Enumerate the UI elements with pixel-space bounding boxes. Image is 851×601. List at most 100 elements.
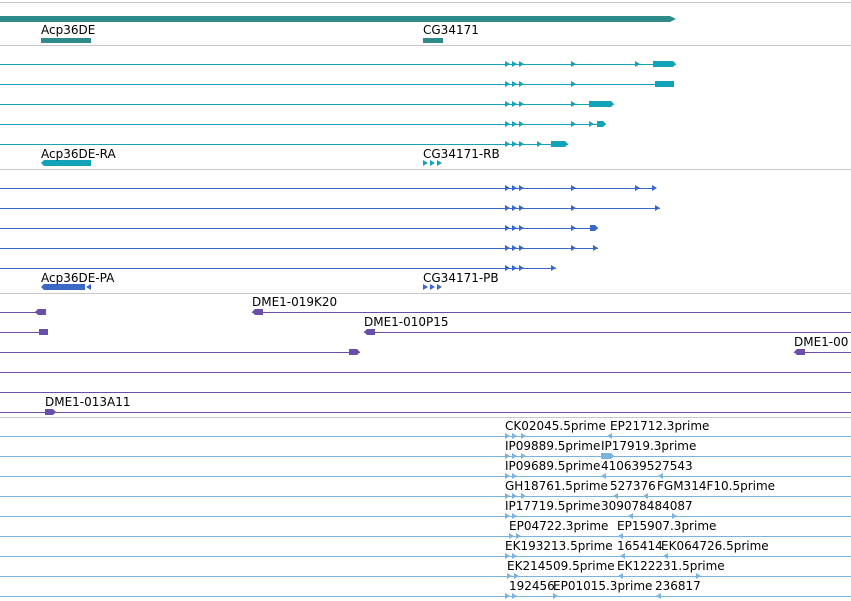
strand-arrow-right-icon (512, 593, 517, 599)
strand-arrow-right-icon (512, 433, 517, 439)
clone-label-dme1-019k20[interactable]: DME1-019K20 (252, 295, 338, 309)
est-label[interactable]: FGM314F10.5prime (657, 479, 776, 493)
strand-arrow-right-icon (571, 81, 576, 87)
strand-arrow-right-icon (505, 225, 510, 231)
est-label[interactable]: GH18761.5prime (505, 479, 608, 493)
strand-arrow-right-icon (505, 141, 510, 147)
est-label[interactable]: IP17919.3prime (601, 439, 697, 453)
exon-box-right (590, 225, 598, 231)
clone-label-dme1-00[interactable]: DME1-00 (794, 335, 849, 349)
strand-arrow-right-icon (519, 185, 524, 191)
strand-arrow-left-icon (86, 284, 91, 290)
gene-cg34171-glyph (423, 38, 443, 43)
strand-arrow-right-icon (519, 61, 524, 67)
est-label[interactable]: 165414 (617, 539, 663, 553)
strand-arrow-right-icon (553, 593, 558, 599)
strand-arrow-right-icon (519, 81, 524, 87)
exon-box-left (35, 309, 46, 315)
strand-arrow-right-icon (430, 160, 435, 166)
est-label[interactable]: EK064726.5prime (661, 539, 769, 553)
strand-arrow-right-icon (672, 513, 677, 519)
strand-arrow-left-icon (628, 513, 633, 519)
est-label[interactable]: 410639527543 (601, 459, 693, 473)
est-label[interactable]: EP04722.3prime (509, 519, 609, 533)
strand-arrow-left-icon (663, 553, 668, 559)
feature-lines (0, 64, 851, 597)
strand-arrow-right-icon (505, 245, 510, 251)
est-label[interactable]: EP21712.3prime (610, 419, 710, 433)
strand-arrow-left-icon (658, 473, 663, 479)
est-label[interactable]: IP09889.5prime (505, 439, 601, 453)
strand-arrow-right-icon (512, 265, 517, 271)
strand-arrow-left-icon (620, 553, 625, 559)
est-label[interactable]: EP15907.3prime (617, 519, 717, 533)
est-label[interactable]: 309078484087 (601, 499, 693, 513)
est-label[interactable]: 192456 (509, 579, 555, 593)
strand-arrow-left-icon (643, 493, 648, 499)
strand-arrow-right-icon (571, 225, 576, 231)
strand-arrow-right-icon (537, 141, 542, 147)
strand-arrow-right-icon (635, 185, 640, 191)
strand-arrow-right-icon (519, 245, 524, 251)
protein-label-cg34171-pb[interactable]: CG34171-PB (423, 271, 499, 285)
exon-box-left (41, 284, 85, 290)
protein-label-acp36de-pa[interactable]: Acp36DE-PA (41, 271, 115, 285)
est-label[interactable]: IP09689.5prime (505, 459, 601, 473)
mrna-label-acp36de-ra[interactable]: Acp36DE-RA (41, 147, 116, 161)
strand-arrow-right-icon (437, 160, 442, 166)
strand-arrow-right-icon (512, 121, 517, 127)
exon-box-right (601, 453, 614, 459)
strand-arrow-left-icon (613, 493, 618, 499)
strand-arrow-right-icon (512, 225, 517, 231)
strand-arrow-right-icon (655, 205, 660, 211)
strand-arrow-right-icon (423, 284, 428, 290)
est-label[interactable]: CK02045.5prime (505, 419, 606, 433)
strand-arrow-right-icon (519, 141, 524, 147)
strand-arrow-right-icon (505, 81, 510, 87)
strand-arrow-right-icon (505, 61, 510, 67)
strand-arrow-right-icon (593, 245, 598, 251)
exon-box-left (252, 309, 263, 315)
clone-label-dme1-010p15[interactable]: DME1-010P15 (364, 315, 449, 329)
gene-label-cg34171[interactable]: CG34171 (423, 23, 479, 37)
strand-arrow-right-icon (505, 453, 510, 459)
est-label[interactable]: IP17719.5prime (505, 499, 601, 513)
exon-box-left (794, 349, 805, 355)
strand-arrow-right-icon (521, 453, 526, 459)
strand-arrow-right-icon (512, 453, 517, 459)
strand-arrow-left-icon (618, 533, 623, 539)
clone-label-dme1-013a11[interactable]: DME1-013A11 (45, 395, 131, 409)
strand-arrow-right-icon (505, 553, 510, 559)
est-label[interactable]: EK122231.5prime (617, 559, 725, 573)
est-label[interactable]: EK214509.5prime (507, 559, 615, 573)
strand-arrow-right-icon (551, 265, 556, 271)
strand-arrow-right-icon (571, 101, 576, 107)
strand-arrow-left-icon (607, 433, 612, 439)
exon-box-right (551, 141, 568, 147)
strand-arrow-right-icon (519, 265, 524, 271)
exon-box-right (45, 409, 56, 415)
strand-arrow-right-icon (512, 185, 517, 191)
exon-box-right (589, 101, 614, 107)
est-label[interactable]: 527376 (610, 479, 656, 493)
exon-box-left (41, 160, 91, 166)
est-label[interactable]: EK193213.5prime (505, 539, 613, 553)
strand-arrow-right-icon (505, 101, 510, 107)
exon-box (655, 81, 674, 87)
strand-arrow-right-icon (519, 205, 524, 211)
gene-label-acp36de[interactable]: Acp36DE (41, 23, 96, 37)
strand-arrow-right-icon (589, 121, 594, 127)
strand-arrow-right-icon (521, 433, 526, 439)
strand-arrow-right-icon (430, 284, 435, 290)
est-label[interactable]: EP01015.3prime (553, 579, 653, 593)
strand-arrow-left-icon (601, 473, 606, 479)
mrna-label-cg34171-rb[interactable]: CG34171-RB (423, 147, 500, 161)
strand-arrow-right-icon (505, 473, 510, 479)
gene-acp36de-glyph (41, 38, 91, 43)
strand-arrow-left-icon (618, 573, 623, 579)
strand-arrow-right-icon (437, 284, 442, 290)
strand-arrow-right-icon (512, 513, 517, 519)
strand-arrow-right-icon (512, 473, 517, 479)
est-label[interactable]: 236817 (655, 579, 701, 593)
